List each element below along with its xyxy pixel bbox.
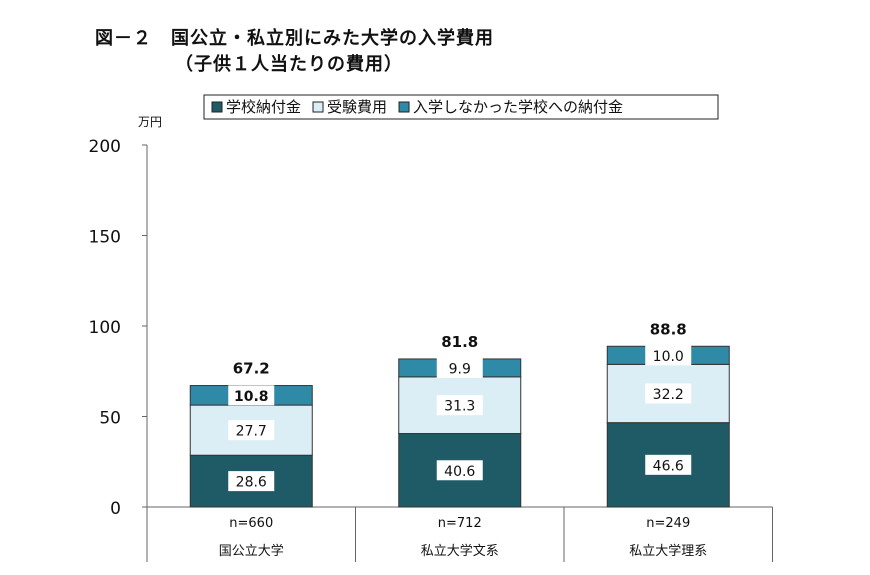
legend-label: 学校納付金 <box>226 98 301 116</box>
total-label: 81.8 <box>441 333 478 351</box>
y-tick-label: 100 <box>89 318 121 338</box>
data-label: 32.2 <box>653 387 684 403</box>
data-label-box <box>228 385 275 406</box>
y-tick-label: 0 <box>110 499 121 519</box>
data-label-box <box>228 471 275 492</box>
legend-swatch <box>398 101 410 113</box>
bar-segment <box>189 404 313 456</box>
category-label: 私立大学理系 <box>629 543 707 559</box>
chart-title: 図－２ 国公立・私立別にみた大学の入学費用 <box>95 28 494 49</box>
legend-box <box>203 94 719 120</box>
total-label: 67.2 <box>233 360 270 378</box>
y-tick-label: 50 <box>99 409 121 429</box>
data-label-box <box>645 345 692 366</box>
sample-size-label: n=249 <box>646 516 690 531</box>
data-label: 10.8 <box>234 389 269 405</box>
chart-subtitle: （子供１人当たりの費用） <box>175 54 403 75</box>
total-label: 88.8 <box>650 320 687 338</box>
category-label: 国公立大学 <box>219 543 284 559</box>
data-label-box <box>645 383 692 404</box>
y-unit-label: 万円 <box>138 115 162 129</box>
data-label-box <box>436 460 483 481</box>
legend-label: 受験費用 <box>327 98 387 116</box>
data-label-box <box>228 420 275 441</box>
data-label: 46.6 <box>653 458 684 474</box>
category-label: 私立大学文系 <box>421 543 499 559</box>
data-label: 9.9 <box>449 361 471 377</box>
data-label: 27.7 <box>236 424 267 440</box>
sample-size-label: n=712 <box>438 516 482 531</box>
data-label: 31.3 <box>444 399 475 415</box>
data-label: 40.6 <box>444 464 475 480</box>
legend-swatch <box>211 101 223 113</box>
legend-swatch <box>312 101 324 113</box>
y-tick-label: 150 <box>89 228 121 248</box>
data-label: 10.0 <box>653 349 684 365</box>
data-label-box <box>436 395 483 416</box>
y-tick-label: 200 <box>89 137 121 157</box>
data-label-box <box>645 454 692 475</box>
data-label-box <box>436 357 483 378</box>
legend-label: 入学しなかった学校への納付金 <box>413 98 623 116</box>
sample-size-label: n=660 <box>229 516 273 531</box>
data-label: 28.6 <box>236 475 267 491</box>
